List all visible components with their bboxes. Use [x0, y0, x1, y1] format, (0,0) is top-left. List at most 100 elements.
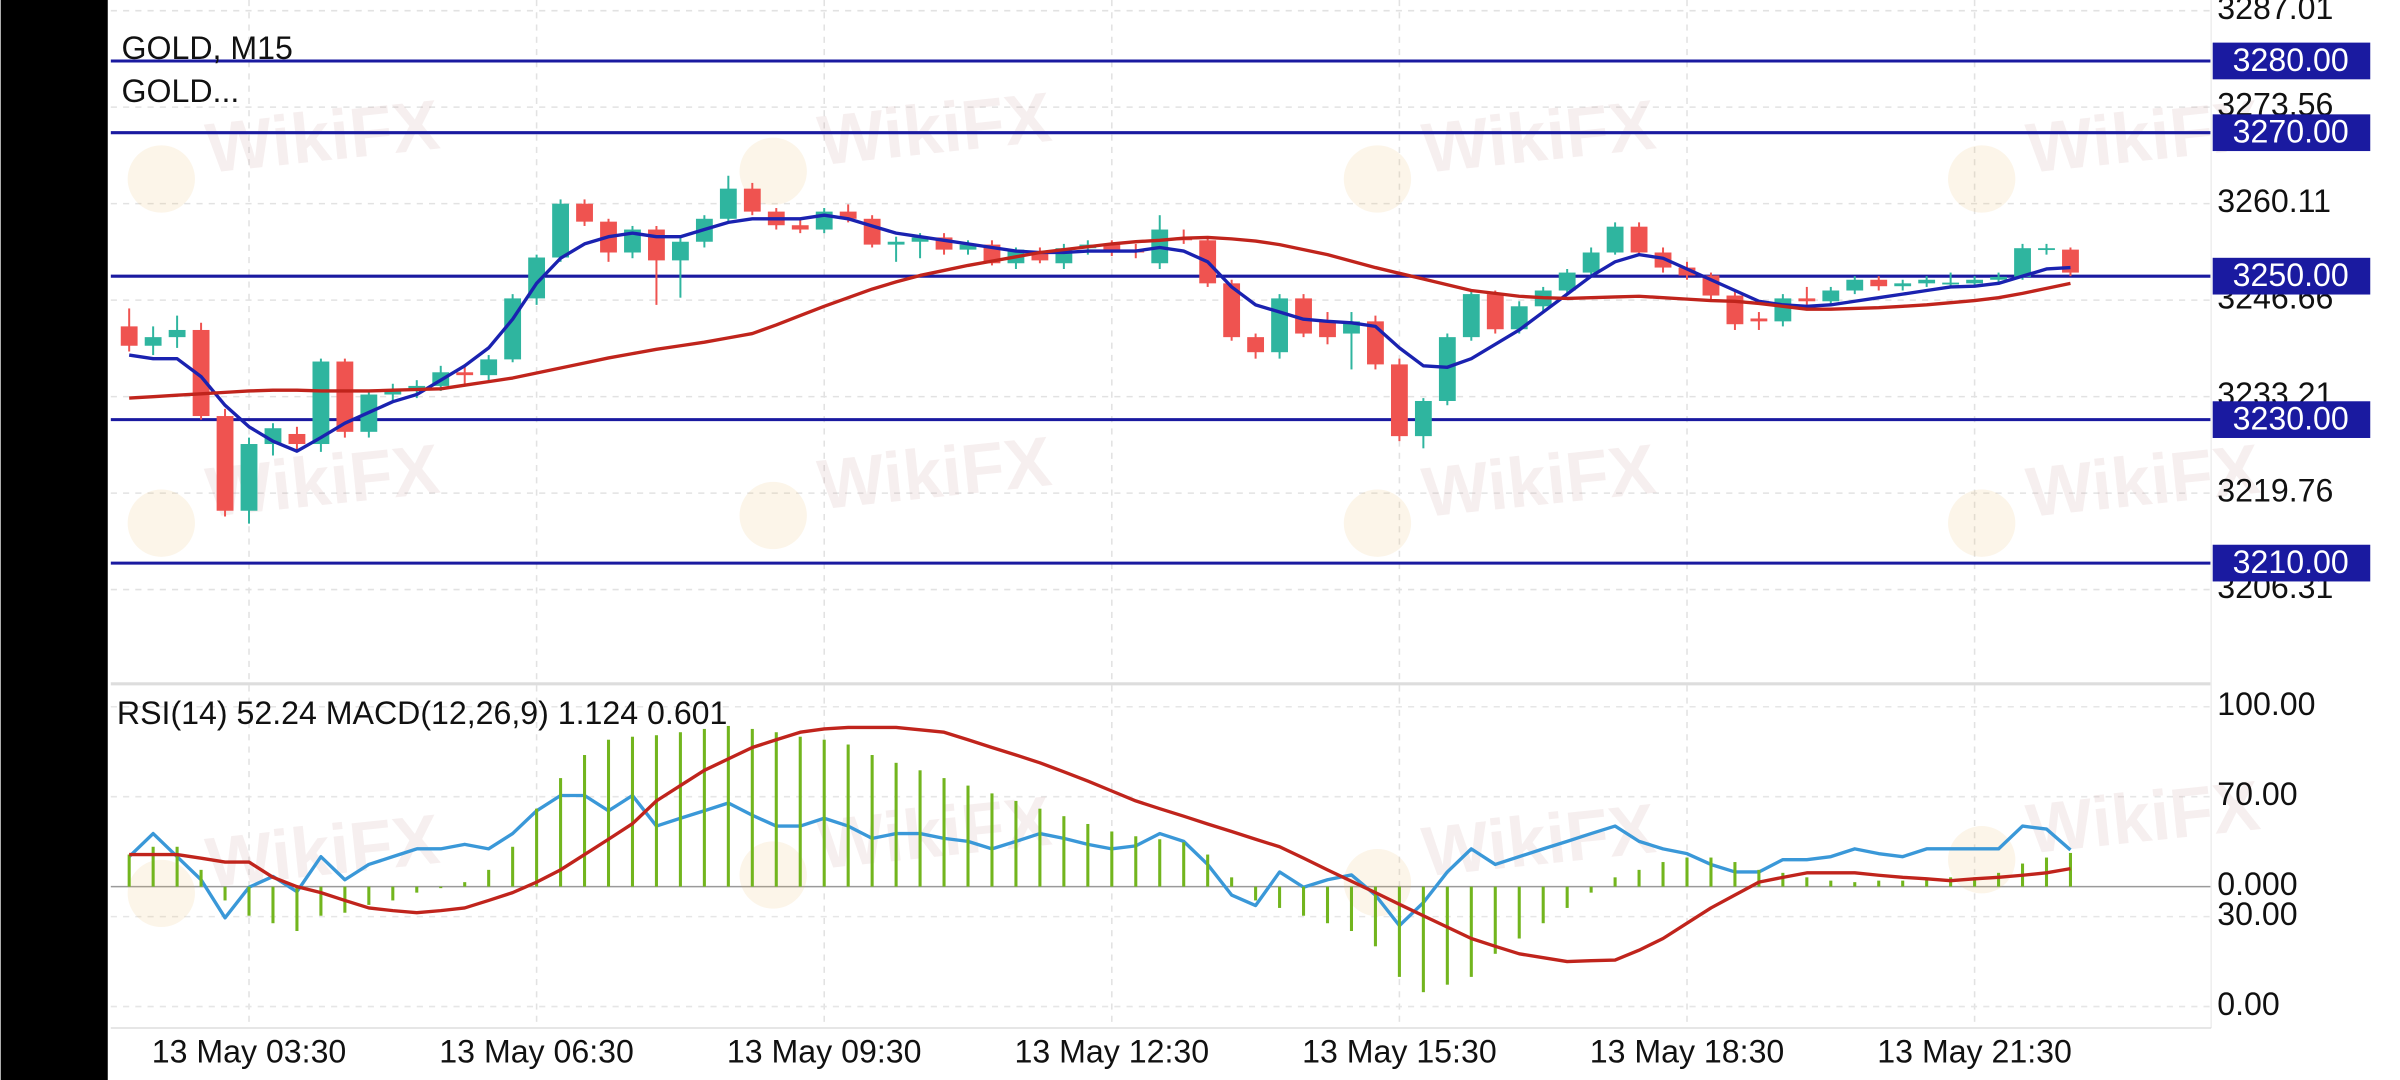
macd-bar — [1613, 877, 1617, 887]
macd-bar — [1445, 886, 1449, 985]
macd-bar — [1997, 872, 2001, 887]
x-tick-label: 13 May 09:30 — [727, 1033, 922, 1069]
macd-bar — [678, 732, 682, 887]
macd-bar — [606, 739, 611, 887]
macd-bar — [822, 739, 826, 887]
macd-bar — [583, 755, 587, 887]
macd-bar — [1853, 882, 1857, 887]
x-tick-label: 13 May 03:30 — [152, 1033, 347, 1069]
y-tick-label: 3219.76 — [2217, 473, 2333, 509]
macd-bar — [175, 846, 179, 887]
macd-bar — [1565, 886, 1569, 908]
macd-bar — [894, 762, 898, 887]
candle-body — [887, 241, 905, 245]
candle-body — [1846, 279, 1864, 291]
candle-body — [911, 237, 929, 242]
candle-body — [1223, 283, 1241, 338]
candle-body — [288, 433, 306, 445]
macd-bar — [1110, 831, 1114, 887]
x-tick-label: 13 May 12:30 — [1015, 1033, 1210, 1069]
macd-name: MACD(12,26,9) — [326, 695, 549, 731]
candle-body — [216, 416, 234, 511]
level-label: 3250.00 — [2233, 257, 2349, 293]
macd-bar — [774, 732, 778, 887]
watermark-logo — [739, 481, 807, 550]
chart-title: GOLD, M15 — [122, 30, 293, 66]
macd-bar — [1182, 842, 1186, 887]
macd-bar — [535, 808, 539, 887]
macd-bar — [1134, 836, 1138, 887]
macd-bar — [1517, 886, 1521, 939]
watermark-logo — [127, 145, 195, 213]
macd-bar — [1757, 869, 1761, 887]
x-tick-label: 13 May 15:30 — [1302, 1033, 1497, 1069]
candle-body — [336, 361, 354, 432]
candle-body — [1271, 298, 1288, 353]
macd-bar — [1349, 886, 1354, 932]
candle-body — [1774, 298, 1792, 322]
y-tick-label: 3287.01 — [2217, 0, 2333, 26]
candle-body — [168, 329, 186, 338]
candle-body — [1438, 337, 1456, 401]
macd-bar — [846, 744, 850, 887]
macd-bar — [295, 886, 299, 932]
y-tick-label: 100.00 — [2217, 686, 2315, 722]
text-layer: GOLD, M15 GOLD... RSI(14) 52.24 MACD(12,… — [117, 0, 2371, 1069]
signal-value: 0.601 — [647, 695, 727, 731]
candle-body — [384, 390, 402, 395]
level-label-box — [2212, 42, 2371, 80]
macd-bar — [1325, 886, 1330, 924]
macd-bar — [1733, 862, 1737, 887]
candle-body — [1966, 279, 1984, 284]
level-label-box — [2212, 114, 2371, 152]
candle-body — [959, 244, 977, 250]
macd-bar — [247, 886, 251, 916]
macd-bar — [511, 846, 515, 887]
candle-body — [1031, 252, 1049, 261]
macd-bar — [439, 886, 443, 889]
y-tick-label: 3260.11 — [2217, 183, 2331, 219]
candle-body — [719, 188, 737, 219]
macd-bar — [1206, 854, 1210, 887]
candle-body — [480, 359, 498, 376]
candle-body — [839, 211, 857, 219]
level-label: 3270.00 — [2233, 114, 2349, 150]
candle-body — [552, 203, 569, 258]
macd-bar — [463, 882, 467, 887]
watermark-logo — [739, 137, 807, 205]
macd-bar — [1781, 872, 1785, 887]
macd-bar — [1278, 886, 1282, 908]
macd-bar — [630, 736, 635, 887]
candle-body — [1894, 283, 1912, 287]
macd-bar — [127, 854, 131, 887]
macd-bar — [271, 886, 275, 924]
x-tick-label: 13 May 06:30 — [439, 1033, 634, 1069]
macd-bar — [1589, 886, 1593, 893]
macd-bar — [1302, 886, 1306, 916]
candle-body — [456, 372, 474, 376]
macd-bar — [1925, 878, 1929, 887]
indicator-label: RSI(14) 52.24 MACD(12,26,9) 1.124 0.601 — [117, 695, 727, 731]
macd-bar — [966, 785, 970, 887]
macd-bar — [1877, 880, 1881, 887]
indicator-line — [128, 793, 2072, 928]
macd-bar — [1661, 862, 1665, 887]
candle-body — [1942, 282, 1960, 285]
y2-tick-label: 0.000 — [2217, 866, 2297, 902]
macd-bar — [1541, 886, 1545, 924]
macd-bar — [1637, 869, 1641, 887]
macd-bar — [990, 793, 994, 887]
macd-value: 1.124 — [558, 695, 638, 731]
candle-body — [1750, 318, 1768, 322]
macd-bar — [870, 755, 874, 887]
chart-subtitle: GOLD... — [122, 73, 240, 109]
macd-bar — [1709, 857, 1713, 887]
y-tick-label: 70.00 — [2217, 776, 2297, 812]
macd-bar — [367, 886, 371, 905]
macd-bar — [1397, 886, 1401, 977]
macd-bar — [942, 778, 946, 887]
watermark-logo — [1343, 489, 1412, 557]
candle-body — [2014, 248, 2031, 277]
